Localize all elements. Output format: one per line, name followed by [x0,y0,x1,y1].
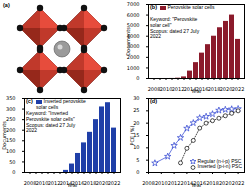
svg-text:2018: 2018 [206,180,219,186]
svg-text:Year: Year [190,182,203,188]
svg-text:2018: 2018 [208,86,221,92]
svg-text:Documents: Documents [125,27,131,56]
svg-text:Documents: Documents [1,121,7,150]
svg-text:0: 0 [136,75,139,81]
svg-text:0: 0 [136,169,139,175]
svg-text:2010: 2010 [155,180,168,186]
svg-text:350: 350 [6,95,16,101]
svg-text:2022: 2022 [232,86,245,92]
svg-text:2018: 2018 [84,180,97,186]
svg-text:2010: 2010 [160,86,173,92]
svg-text:2020: 2020 [219,180,232,186]
svg-text:30: 30 [133,95,139,101]
svg-text:7000: 7000 [127,1,140,7]
svg-text:25: 25 [133,107,139,113]
svg-text:5: 5 [136,157,139,163]
svg-text:0: 0 [12,169,15,175]
svg-text:100: 100 [6,148,16,154]
svg-text:2010: 2010 [36,180,49,186]
svg-text:20: 20 [133,120,139,126]
svg-text:2020: 2020 [220,86,233,92]
svg-text:2022: 2022 [232,180,245,186]
svg-text:2008: 2008 [148,86,161,92]
svg-text:2008: 2008 [142,180,155,186]
svg-text:PCE (%): PCE (%) [129,126,135,146]
svg-text:250: 250 [6,116,16,122]
svg-text:2020: 2020 [96,180,109,186]
svg-text:50: 50 [9,159,15,165]
svg-text:2012: 2012 [48,180,61,186]
svg-text:150: 150 [6,137,16,143]
svg-text:Year: Year [190,88,203,94]
svg-text:2012: 2012 [172,86,185,92]
svg-text:2008: 2008 [24,180,37,186]
svg-text:6000: 6000 [127,12,140,18]
svg-text:300: 300 [6,106,16,112]
svg-text:2012: 2012 [168,180,181,186]
svg-text:1000: 1000 [127,65,140,71]
svg-text:Year: Year [66,182,79,188]
svg-text:2022: 2022 [108,180,121,186]
svg-text:200: 200 [6,127,16,133]
